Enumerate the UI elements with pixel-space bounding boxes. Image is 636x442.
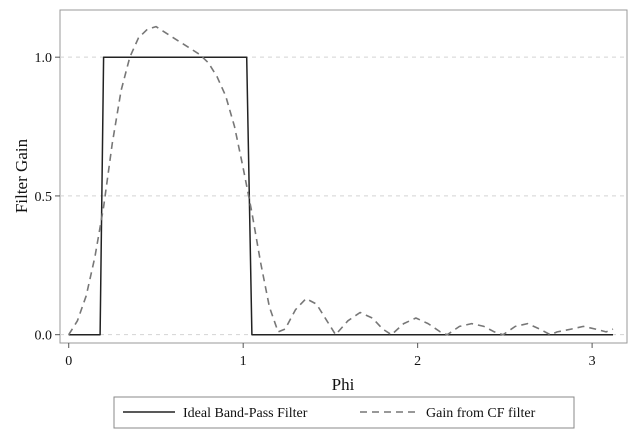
x-tick-label: 0 <box>65 354 72 369</box>
series-line-ideal-band-pass <box>68 56 613 336</box>
legend-box <box>113 396 575 429</box>
legend-label-cf: Gain from CF filter <box>426 406 536 421</box>
plot-area-frame <box>59 9 628 344</box>
series-line-cf-filter-gain <box>68 25 614 336</box>
x-axis-title: Phi <box>332 375 355 394</box>
series-lines <box>68 25 614 336</box>
y-tick-label: 0.5 <box>35 190 53 205</box>
y-axis-title: Filter Gain <box>12 138 31 213</box>
y-axis: 0.0 0.5 1.0 <box>35 51 60 344</box>
y-tick-label: 1.0 <box>35 51 53 66</box>
x-tick-label: 3 <box>589 354 596 369</box>
x-axis: 0 1 2 3 <box>65 343 596 369</box>
y-tick-label: 0.0 <box>35 329 53 344</box>
x-tick-label: 1 <box>240 354 247 369</box>
legend-label-ideal: Ideal Band-Pass Filter <box>183 406 308 421</box>
x-tick-label: 2 <box>414 354 421 369</box>
legend: Ideal Band-Pass Filter Gain from CF filt… <box>113 396 575 429</box>
